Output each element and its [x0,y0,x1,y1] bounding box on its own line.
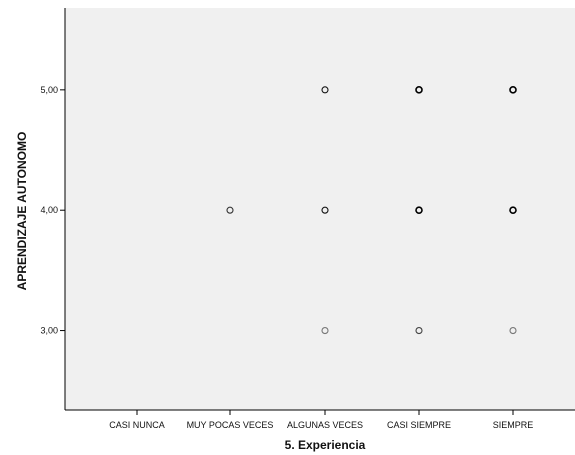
y-tick-label: 5,00 [40,85,58,95]
scatter-point [321,86,329,94]
scatter-point [321,206,329,214]
x-tick-label: CASI SIEMPRE [387,420,451,430]
y-tick-label: 3,00 [40,326,58,336]
x-ticks: CASI NUNCA MUY POCAS VECES ALGUNAS VECES CA… [109,410,533,430]
y-axis-title: APRENDIZAJE AUTONOMO [15,132,29,291]
data-points [226,86,517,335]
scatter-point [509,206,517,215]
scatter-point [509,86,517,94]
x-tick-label: CASI NUNCA [109,420,165,430]
scatter-point [321,327,329,335]
y-ticks: 3,00 4,00 5,00 [40,85,65,336]
scatter-point [226,206,234,214]
plot-area [65,8,575,410]
y-tick-label: 4,00 [40,205,58,215]
x-axis-title: 5. Experiencia [285,438,366,452]
x-tick-label: ALGUNAS VECES [287,420,363,430]
scatter-point [509,327,517,335]
scatter-point [415,206,423,215]
x-tick-label: SIEMPRE [493,420,534,430]
scatter-point [415,86,423,94]
scatter-point [415,327,423,335]
x-tick-label: MUY POCAS VECES [187,420,274,430]
